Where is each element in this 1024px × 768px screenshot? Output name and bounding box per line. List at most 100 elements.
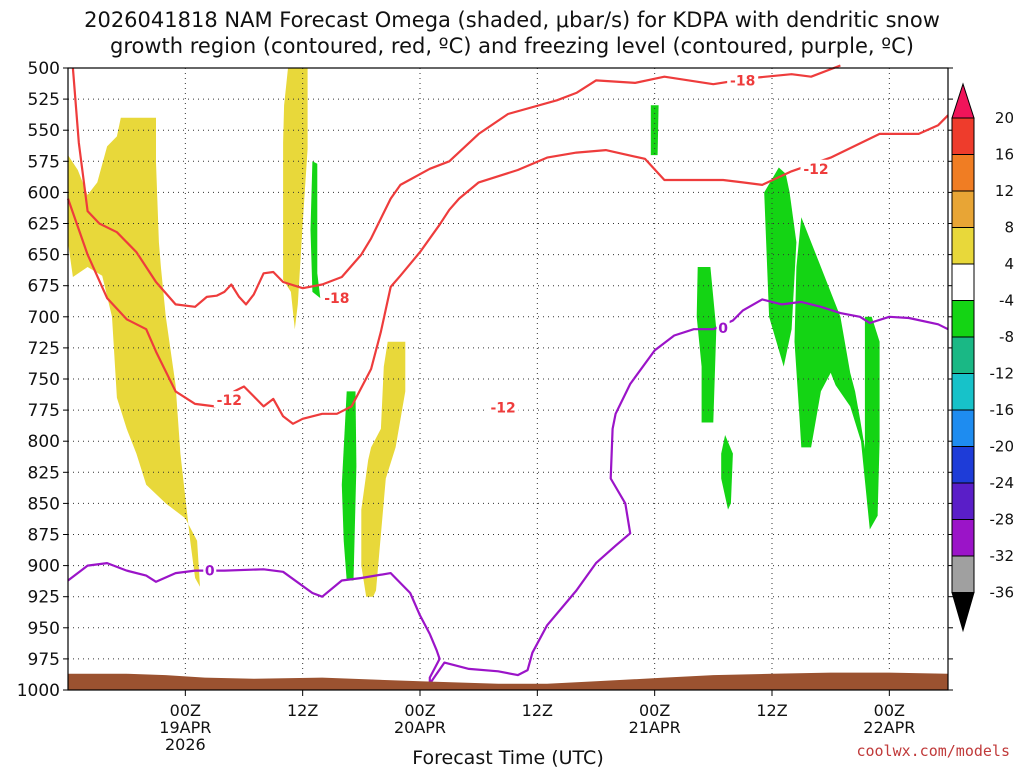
y-tick-label-825: 825 <box>28 463 60 483</box>
x-tick-label-1-0: 12Z <box>287 701 318 720</box>
y-tick-label-600: 600 <box>28 183 60 203</box>
colorbar-box-2 <box>951 154 975 192</box>
colorbar-label-6: -8 <box>999 328 1014 346</box>
contour-label-bg-5 <box>716 318 730 335</box>
colorbar-label-10: -24 <box>990 474 1015 492</box>
contour-label-bg-1 <box>321 289 353 306</box>
x-tick-label-6-0: 00Z <box>874 701 905 720</box>
colorbar-label-4: 4 <box>1004 255 1014 273</box>
omega-region-3 <box>310 161 321 299</box>
x-tick-label-0-1: 19APR <box>159 718 211 737</box>
contour-label-bg-4 <box>800 159 832 176</box>
colorbar-box-7 <box>951 336 975 374</box>
omega-region-0 <box>68 117 200 587</box>
colorbar-top-arrow <box>951 82 975 119</box>
omega-region-7 <box>721 435 733 510</box>
colorbar-label-11: -28 <box>990 511 1015 529</box>
y-tick-label-925: 925 <box>28 588 60 608</box>
contour-line-0 <box>71 64 841 308</box>
contour-label-3: -12 <box>490 401 515 417</box>
omega-region-6 <box>696 267 717 423</box>
colorbar-label-2: 12 <box>995 182 1014 200</box>
y-tick-label-950: 950 <box>28 619 60 639</box>
contour-label-0: -18 <box>730 73 755 89</box>
y-tick-label-750: 750 <box>28 370 60 390</box>
omega-region-9 <box>794 217 878 530</box>
chart-title-line1: 2026041818 NAM Forecast Omega (shaded, μ… <box>84 8 940 32</box>
x-tick-label-4-0: 00Z <box>639 701 670 720</box>
colorbar-box-11 <box>951 482 975 520</box>
colorbar-bottom-arrow <box>951 592 975 633</box>
contour-label-5: 0 <box>718 321 728 337</box>
contour-labels: -18 -18 -12 -12 -12 0 0 <box>203 71 832 580</box>
x-tick-label-0-2: 2026 <box>165 735 206 754</box>
omega-region-2 <box>361 341 406 597</box>
y-tick-label-700: 700 <box>28 308 60 328</box>
colorbar-box-10 <box>951 446 975 484</box>
credit-watermark: coolwx.com/models <box>856 742 1010 760</box>
x-axis-label: Forecast Time (UTC) <box>412 747 603 768</box>
contour-label-2: -12 <box>217 393 242 409</box>
colorbar-label-1: 16 <box>995 146 1014 164</box>
y-tick-label-1000: 1000 <box>17 681 60 701</box>
y-tick-label-900: 900 <box>28 557 60 577</box>
x-tick-label-5-0: 12Z <box>756 701 787 720</box>
contour-line-1 <box>66 114 949 425</box>
colorbar-box-1 <box>951 117 975 155</box>
contour-label-bg-6 <box>203 561 217 578</box>
y-tick-label-675: 675 <box>28 277 60 297</box>
terrain-surface <box>68 672 948 690</box>
colorbar-box-8 <box>951 373 975 411</box>
colorbar: 20 16 12 8 4 -4 -8 -12 -16 -20 -24 -28 -32 -36 <box>951 82 1015 633</box>
colorbar-box-6 <box>951 300 975 338</box>
contour-label-6: 0 <box>205 564 215 580</box>
omega-region-5 <box>650 105 659 156</box>
y-tick-label-775: 775 <box>28 401 60 421</box>
colorbar-label-5: -4 <box>999 292 1014 310</box>
x-tick-label-0-0: 00Z <box>170 701 201 720</box>
colorbar-label-0: 20 <box>995 109 1014 127</box>
y-tick-label-650: 650 <box>28 246 60 266</box>
colorbar-label-9: -20 <box>990 438 1015 456</box>
contour-label-1: -18 <box>324 291 349 307</box>
y-axis: 500 525 550 575 600 625 650 675 700 725 750 775 800 8… <box>17 59 953 701</box>
colorbar-box-3 <box>951 190 975 228</box>
colorbar-label-12: -32 <box>990 547 1015 565</box>
contour-label-bg-2 <box>213 391 245 408</box>
omega-shading-layer <box>68 68 880 597</box>
contour-lines <box>66 64 949 685</box>
contour-label-4: -12 <box>803 162 828 178</box>
y-tick-label-800: 800 <box>28 432 60 452</box>
chart-title-line2: growth region (contoured, red, ºC) and f… <box>110 34 914 58</box>
omega-region-8 <box>764 167 797 367</box>
y-tick-label-625: 625 <box>28 215 60 235</box>
contour-label-bg-0 <box>727 71 759 88</box>
y-tick-label-525: 525 <box>28 90 60 110</box>
contour-line-2 <box>67 298 949 685</box>
y-tick-label-975: 975 <box>28 650 60 670</box>
y-tick-label-500: 500 <box>28 59 60 79</box>
y-tick-label-725: 725 <box>28 339 60 359</box>
x-tick-label-3-0: 12Z <box>522 701 553 720</box>
y-tick-label-550: 550 <box>28 121 60 141</box>
omega-region-10 <box>864 316 880 516</box>
colorbar-label-7: -12 <box>990 365 1015 383</box>
x-tick-label-2-1: 20APR <box>394 718 446 737</box>
colorbar-box-13 <box>951 555 975 593</box>
x-tick-label-4-1: 21APR <box>629 718 681 737</box>
y-tick-label-575: 575 <box>28 152 60 172</box>
y-tick-label-875: 875 <box>28 526 60 546</box>
y-tick-label-850: 850 <box>28 494 60 514</box>
colorbar-label-3: 8 <box>1004 219 1014 237</box>
omega-region-4 <box>341 391 357 581</box>
contour-label-bg-3 <box>487 398 519 415</box>
omega-region-1 <box>283 68 308 330</box>
colorbar-label-8: -16 <box>990 401 1015 419</box>
colorbar-box-9 <box>951 409 975 447</box>
colorbar-box-5 <box>951 263 975 301</box>
colorbar-box-4 <box>951 227 975 265</box>
colorbar-box-12 <box>951 519 975 557</box>
x-tick-label-6-1: 22APR <box>863 718 915 737</box>
